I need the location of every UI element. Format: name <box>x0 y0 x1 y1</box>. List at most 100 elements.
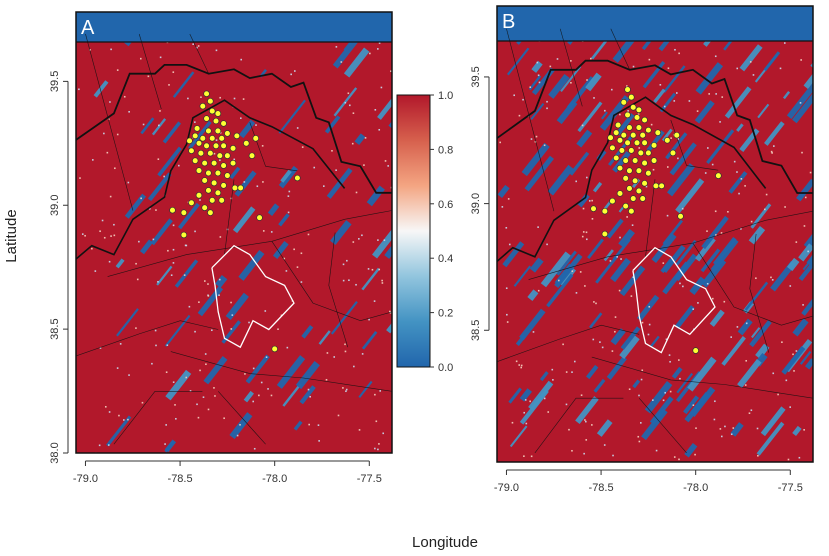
panel-a-x-axis: -79.0 -78.5 -78.0 -77.5 <box>73 460 382 485</box>
y-axis-title: Latitude <box>3 209 20 262</box>
occurrence-point <box>233 132 241 140</box>
occurrence-point <box>616 190 624 197</box>
occurrence-point <box>210 179 218 187</box>
occurrence-point <box>628 147 635 154</box>
panel-a-frame <box>75 11 393 454</box>
panel-b-boundaries <box>497 28 813 454</box>
y-tick-label: 38.5 <box>49 318 61 339</box>
occurrence-point <box>626 124 633 131</box>
occurrence-point <box>207 209 214 216</box>
occurrence-point <box>673 131 681 139</box>
occurrence-point <box>199 135 207 142</box>
occurrence-point <box>629 131 637 139</box>
occurrence-point <box>626 167 633 174</box>
occurrence-point <box>650 157 658 164</box>
panel-a-label: A <box>81 17 95 39</box>
occurrence-point <box>201 159 208 167</box>
x-tick-label: -78.0 <box>683 482 708 494</box>
occurrence-point <box>212 117 220 125</box>
occurrence-point <box>243 140 250 147</box>
occurrence-point <box>612 154 620 162</box>
panel-b-y-axis: 38.5 39.0 39.5 <box>470 66 490 341</box>
occurrence-point <box>210 159 218 167</box>
colorbar-ticks: 0.0 0.2 0.4 0.6 0.8 1.0 <box>430 90 453 374</box>
occurrence-point <box>195 167 203 174</box>
occurrence-point <box>224 172 231 179</box>
occurrence-point <box>624 86 631 93</box>
occurrence-point <box>195 192 203 199</box>
occurrence-point <box>218 197 225 204</box>
occurrence-point <box>658 182 665 190</box>
occurrence-point <box>669 149 677 157</box>
occurrence-point <box>208 107 216 115</box>
occurrence-point <box>622 202 629 210</box>
occurrence-point <box>641 159 648 167</box>
colorbar-tick-label: 0.4 <box>438 253 453 265</box>
occurrence-point <box>201 204 208 211</box>
x-tick-label: -77.5 <box>357 473 382 485</box>
x-tick-label: -78.5 <box>589 482 614 494</box>
occurrence-point <box>629 195 637 202</box>
occurrence-point <box>624 111 631 119</box>
panel-a: A -79.0 -78.5 -78.0 -77.5 38.0 38.5 39.0 39.5 <box>49 11 393 485</box>
occurrence-point <box>635 106 643 114</box>
panel-a-boundaries <box>76 33 392 445</box>
panel-a-points <box>169 90 301 353</box>
occurrence-point <box>208 135 216 142</box>
occurrence-point <box>229 159 237 167</box>
x-tick-label: -78.0 <box>262 473 287 485</box>
occurrence-point <box>607 134 614 141</box>
occurrence-point <box>248 152 256 159</box>
colorbar: 0.0 0.2 0.4 0.6 0.8 1.0 <box>396 90 453 374</box>
panel-a-y-axis: 38.0 38.5 39.0 39.5 <box>49 71 69 464</box>
occurrence-point <box>218 135 225 142</box>
occurrence-point <box>622 157 629 164</box>
occurrence-point <box>214 169 222 177</box>
occurrence-point <box>692 347 699 354</box>
panel-b-frame <box>496 5 814 463</box>
occurrence-point <box>639 131 646 139</box>
occurrence-point <box>633 139 641 147</box>
occurrence-point <box>169 206 176 214</box>
y-tick-label: 38.5 <box>470 320 482 341</box>
occurrence-point <box>256 214 263 221</box>
occurrence-point <box>208 197 216 204</box>
occurrence-point <box>214 189 222 197</box>
occurrence-point <box>220 182 227 189</box>
occurrence-point <box>609 144 616 152</box>
x-tick-label: -78.5 <box>168 473 193 485</box>
x-tick-label: -79.0 <box>494 482 519 494</box>
occurrence-point <box>641 139 648 147</box>
occurrence-point <box>214 110 222 117</box>
occurrence-point <box>650 142 658 149</box>
occurrence-point <box>641 180 648 187</box>
occurrence-point <box>237 184 244 192</box>
colorbar-tick-label: 0.2 <box>438 308 453 320</box>
occurrence-point <box>645 169 652 177</box>
occurrence-point <box>622 175 629 182</box>
occurrence-point <box>654 129 662 136</box>
x-axis-title: Longitude <box>412 534 478 551</box>
occurrence-point <box>201 177 208 184</box>
occurrence-point <box>633 114 641 121</box>
occurrence-point <box>191 157 199 164</box>
occurrence-point <box>637 149 645 157</box>
occurrence-point <box>224 152 231 159</box>
occurrence-point <box>631 177 639 185</box>
occurrence-point <box>639 195 646 202</box>
occurrence-point <box>214 127 222 135</box>
occurrence-point <box>180 231 188 239</box>
occurrence-point <box>207 97 214 105</box>
occurrence-point <box>664 137 671 144</box>
occurrence-point <box>645 126 652 134</box>
y-tick-label: 39.5 <box>49 71 61 92</box>
occurrence-point <box>677 213 684 220</box>
occurrence-point <box>631 157 639 164</box>
occurrence-point <box>231 184 239 192</box>
occurrence-point <box>199 102 207 110</box>
occurrence-point <box>252 135 260 142</box>
y-tick-label: 39.0 <box>470 193 482 214</box>
panel-b-label: B <box>502 11 515 33</box>
occurrence-point <box>715 172 722 179</box>
occurrence-point <box>635 124 643 131</box>
